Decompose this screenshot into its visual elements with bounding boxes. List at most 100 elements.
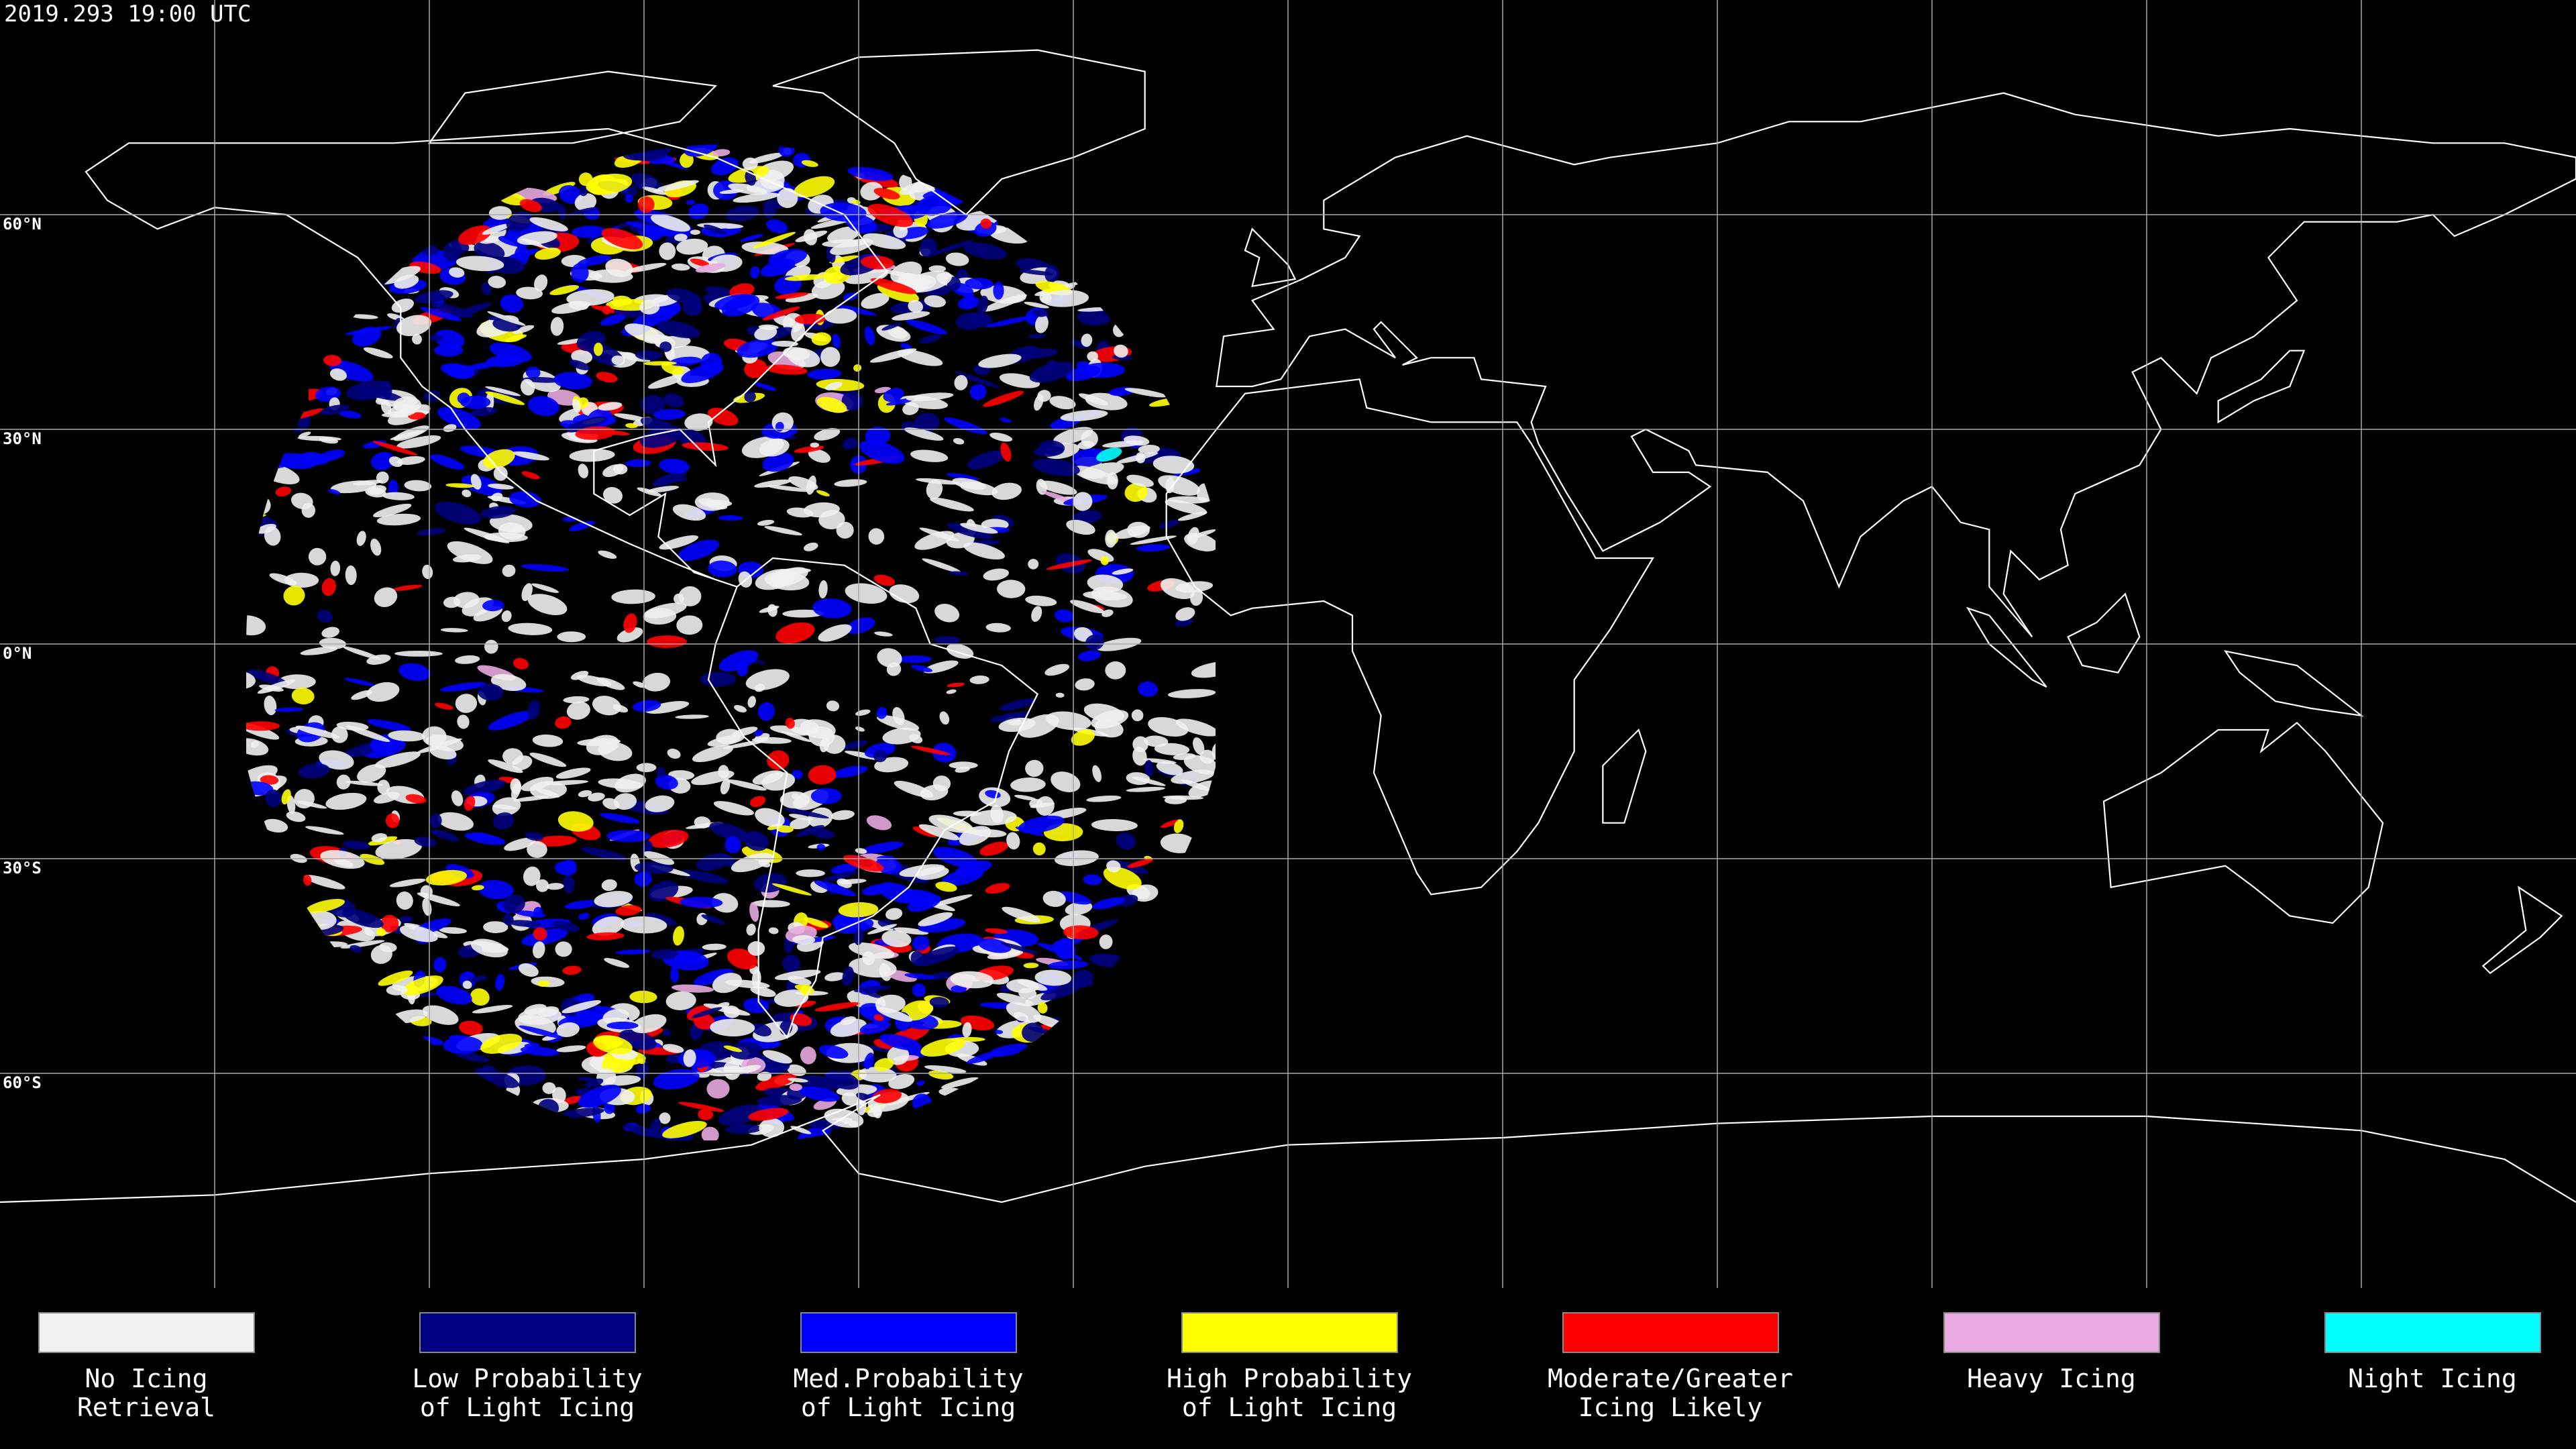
cloud-pixel <box>855 848 867 854</box>
cloud-pixel <box>527 594 568 616</box>
cloud-pixel <box>527 841 547 858</box>
cloud-pixel <box>1165 499 1208 515</box>
cloud-pixel <box>448 302 492 319</box>
cloud-pixel <box>368 485 386 495</box>
cloud-pixel <box>598 742 633 761</box>
cloud-pixel <box>323 355 341 366</box>
cloud-pixel <box>625 323 667 343</box>
cloud-pixel <box>843 437 858 450</box>
cloud-pixel <box>764 526 802 536</box>
cloud-pixel <box>338 410 362 419</box>
cloud-pixel <box>946 473 979 481</box>
cloud-pixel <box>537 1006 559 1017</box>
arctic-islands <box>429 72 716 144</box>
cloud-pixel <box>600 314 626 326</box>
cloud-pixel <box>703 224 727 235</box>
legend-swatch <box>2324 1312 2541 1353</box>
cloud-pixel <box>985 928 1008 934</box>
cloud-pixel <box>947 523 994 539</box>
cloud-pixel <box>632 700 661 712</box>
cloud-pixel <box>523 866 541 886</box>
cloud-pixel <box>445 483 475 488</box>
cloud-pixel <box>480 1033 523 1054</box>
cloud-pixel <box>949 571 969 576</box>
cloud-pixel <box>472 1005 513 1014</box>
cloud-pixel <box>675 714 709 719</box>
cloud-pixel <box>579 185 588 197</box>
cloud-pixel <box>637 1059 646 1064</box>
cloud-pixel <box>1102 440 1144 448</box>
cloud-pixel <box>636 763 657 773</box>
cloud-pixel <box>643 608 677 625</box>
cloud-pixel <box>1181 779 1211 791</box>
cloud-pixel <box>998 717 1036 733</box>
legend-label: Low Probability <box>412 1364 642 1393</box>
cloud-pixel <box>562 859 577 869</box>
cloud-pixel <box>513 657 529 669</box>
cloud-pixel <box>1083 874 1102 885</box>
cloud-pixel <box>759 606 780 613</box>
cloud-pixel <box>1018 987 1037 1000</box>
cloud-pixel <box>928 265 947 272</box>
cloud-pixel <box>553 372 592 390</box>
cloud-pixel <box>994 1030 1003 1034</box>
cloud-pixel <box>904 270 953 293</box>
cloud-pixel <box>388 480 398 496</box>
cloud-pixel <box>495 973 505 991</box>
cloud-pixel <box>796 824 824 837</box>
cloud-pixel <box>757 1095 802 1106</box>
cloud-pixel <box>1028 333 1046 339</box>
cloud-pixel <box>932 894 973 907</box>
cloud-pixel <box>1065 901 1093 916</box>
cloud-pixel <box>474 241 505 261</box>
cloud-pixel <box>350 945 362 953</box>
cloud-pixel <box>557 631 586 643</box>
cloud-pixel <box>555 767 591 779</box>
cloud-pixel <box>803 229 818 246</box>
cloud-pixel <box>455 256 504 272</box>
cloud-pixel <box>774 969 821 981</box>
cloud-pixel <box>876 706 888 719</box>
cloud-pixel <box>560 1108 604 1118</box>
cloud-pixel <box>960 523 998 534</box>
cloud-pixel <box>593 1035 633 1055</box>
cloud-pixel <box>325 792 367 810</box>
legend-swatch <box>419 1312 636 1353</box>
eurasia <box>1216 93 2576 637</box>
cloud-pixel <box>492 812 515 830</box>
africa <box>1167 379 1653 894</box>
cloud-pixel <box>861 841 904 854</box>
cloud-pixel <box>906 319 947 335</box>
cloud-pixel <box>396 456 425 465</box>
cloud-pixel <box>1025 759 1044 777</box>
cloud-pixel <box>963 242 1007 260</box>
cloud-pixel <box>1087 574 1124 593</box>
cloud-pixel <box>417 528 446 536</box>
cloud-pixel <box>470 407 497 417</box>
cloud-pixel <box>623 613 637 633</box>
cloud-pixel <box>962 1022 972 1038</box>
cloud-pixel <box>753 873 787 893</box>
cloud-pixel <box>1105 529 1117 548</box>
cloud-pixel <box>901 1000 933 1021</box>
cloud-pixel <box>422 564 433 580</box>
cloud-pixel <box>500 294 524 313</box>
cloud-pixel <box>796 869 825 877</box>
cloud-pixel <box>1138 681 1159 697</box>
cloud-pixel <box>747 941 765 956</box>
cloud-pixel <box>1034 315 1049 333</box>
cloud-pixel <box>396 315 431 337</box>
cloud-pixel <box>330 560 341 576</box>
cloud-pixel <box>464 796 476 811</box>
cloud-pixel <box>562 965 582 975</box>
cloud-pixel <box>568 301 589 311</box>
cloud-pixel <box>906 392 954 401</box>
cloud-pixel <box>674 233 688 241</box>
cloud-pixel <box>709 822 751 842</box>
cloud-pixel <box>811 279 845 300</box>
cloud-pixel <box>1152 455 1195 474</box>
cloud-pixel <box>613 464 628 475</box>
cloud-pixel <box>478 879 514 900</box>
cloud-pixel <box>767 750 790 770</box>
cloud-pixel <box>881 930 912 948</box>
